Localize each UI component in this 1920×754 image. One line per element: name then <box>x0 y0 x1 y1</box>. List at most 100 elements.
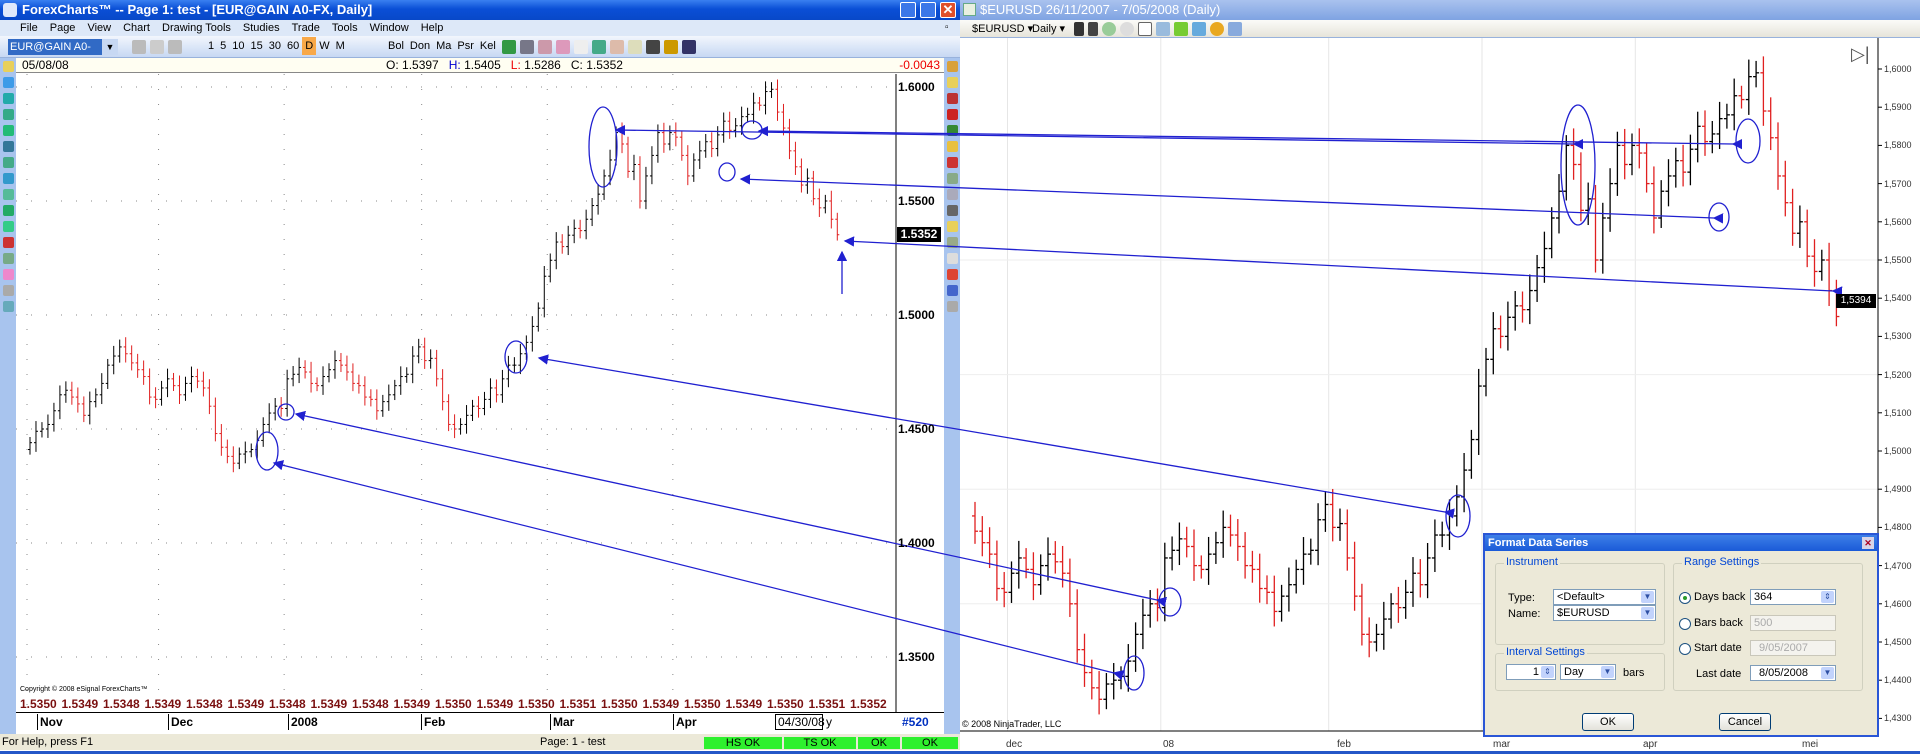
drawing-tool-icon[interactable] <box>946 189 958 200</box>
zoom-in-icon[interactable] <box>1102 22 1116 36</box>
study-ma[interactable]: Ma <box>436 40 452 52</box>
bars-back-radio[interactable] <box>1679 618 1691 630</box>
mdi-controls[interactable]: ▫ <box>945 22 949 33</box>
drawing-tool-icon[interactable] <box>2 269 14 280</box>
close-button[interactable]: ✕ <box>940 2 956 18</box>
drawing-tool-icon[interactable] <box>2 221 14 232</box>
hand-icon[interactable] <box>556 40 570 54</box>
drawing-tool-icon[interactable] <box>946 77 958 88</box>
drawing-tool-icon[interactable] <box>2 173 14 184</box>
pen-icon[interactable] <box>1088 22 1098 36</box>
drawing-tool-icon[interactable] <box>2 237 14 248</box>
interval-60[interactable]: 60 <box>287 40 300 52</box>
tile2-icon[interactable] <box>628 40 642 54</box>
symbol-dropdown-icon[interactable]: ▼ <box>102 39 118 55</box>
drawing-tool-icon[interactable] <box>2 205 14 216</box>
menu-studies[interactable]: Studies <box>242 22 280 34</box>
tile-icon[interactable] <box>610 40 624 54</box>
study-kel[interactable]: Kel <box>479 40 496 52</box>
drawing-tool-icon[interactable] <box>946 237 958 248</box>
key-icon[interactable] <box>664 40 678 54</box>
print-icon[interactable] <box>646 40 660 54</box>
interval-dropdown[interactable]: Daily ▾ <box>1032 23 1066 35</box>
study-don[interactable]: Don <box>409 40 431 52</box>
drawing-tool-icon[interactable] <box>2 109 14 120</box>
chart-icon[interactable] <box>502 40 516 54</box>
drawing-tool-icon[interactable] <box>2 189 14 200</box>
drawing-tool-icon[interactable] <box>2 253 14 264</box>
interval-unit-select[interactable]: Day ▼ <box>1560 664 1616 680</box>
menu-window[interactable]: Window <box>369 22 409 34</box>
menu-file[interactable]: File <box>20 22 38 34</box>
left-price-chart[interactable] <box>16 74 944 712</box>
quote-icon[interactable] <box>520 40 534 54</box>
page-icon[interactable] <box>574 40 588 54</box>
study-bol[interactable]: Bol <box>388 40 404 52</box>
drawing-tool-icon[interactable] <box>946 221 958 232</box>
indicator-icon[interactable] <box>1192 22 1206 36</box>
interval-value-stepper[interactable]: 1 ⇕ <box>1506 664 1556 680</box>
copy-icon[interactable] <box>592 40 606 54</box>
interval-M[interactable]: M <box>335 40 345 52</box>
drawing-tool-icon[interactable] <box>2 301 14 312</box>
days-back-radio[interactable] <box>1679 592 1691 604</box>
menu-help[interactable]: Help <box>420 22 444 34</box>
drawing-tool-icon[interactable] <box>2 125 14 136</box>
cursor-icon[interactable] <box>1138 22 1152 36</box>
bars-back-input[interactable]: 500 <box>1750 615 1836 631</box>
interval-10[interactable]: 10 <box>232 40 245 52</box>
dollar-icon[interactable] <box>1210 22 1224 36</box>
drawing-tool-icon[interactable] <box>946 61 958 72</box>
menu-page[interactable]: Page <box>49 22 76 34</box>
name-select[interactable]: $EURUSD ▼ <box>1553 605 1656 621</box>
restore-button[interactable] <box>920 2 936 18</box>
drawing-tool-icon[interactable] <box>2 77 14 88</box>
instrument-dropdown[interactable]: $EURUSD ▾ <box>972 23 1034 35</box>
trade-icon[interactable] <box>538 40 552 54</box>
interval-1[interactable]: 1 <box>208 40 215 52</box>
drawing-tool-icon[interactable] <box>946 141 958 152</box>
interval-D[interactable]: D <box>302 37 317 55</box>
menu-chart[interactable]: Chart <box>123 22 150 34</box>
drawing-tool-icon[interactable] <box>946 285 958 296</box>
bar-style-icon[interactable] <box>1074 22 1084 36</box>
menu-tools[interactable]: Tools <box>331 22 358 34</box>
spinner-icon[interactable]: ⇕ <box>1541 666 1554 678</box>
spinner-icon[interactable]: ⇕ <box>1821 591 1834 603</box>
drawing-tool-icon[interactable] <box>2 141 14 152</box>
menu-trade[interactable]: Trade <box>291 22 320 34</box>
type-select[interactable]: <Default> ▼ <box>1553 589 1656 605</box>
start-date-radio[interactable] <box>1679 643 1691 655</box>
drawing-tool-icon[interactable] <box>2 93 14 104</box>
drawing-tool-icon[interactable] <box>2 285 14 296</box>
drawing-tool-icon[interactable] <box>946 93 958 104</box>
drawing-tool-icon[interactable] <box>946 301 958 312</box>
drawing-tool-icon[interactable] <box>946 205 958 216</box>
drawing-tool-icon[interactable] <box>946 125 958 136</box>
scroll-to-end-icon[interactable]: ▷| <box>1851 44 1870 64</box>
last-date-input[interactable]: 8/05/2008 ▼ <box>1750 665 1836 681</box>
interval-15[interactable]: 15 <box>250 40 263 52</box>
drawing-tool-icon[interactable] <box>2 61 14 72</box>
properties-icon[interactable] <box>1156 22 1170 36</box>
symbol-input[interactable]: EUR@GAIN A0-FX <box>8 39 102 69</box>
data-box-icon[interactable] <box>1228 22 1242 36</box>
start-date-input[interactable]: 9/05/2007 <box>1750 640 1836 656</box>
interval-W[interactable]: W <box>319 40 330 52</box>
days-back-input[interactable]: 364 ⇕ <box>1750 589 1836 605</box>
menu-drawing-tools[interactable]: Drawing Tools <box>162 22 231 34</box>
drawing-tool-icon[interactable] <box>946 253 958 264</box>
study-psr[interactable]: Psr <box>457 40 474 52</box>
drawing-tool-icon[interactable] <box>946 109 958 120</box>
help-icon[interactable] <box>682 40 696 54</box>
strategy-icon[interactable] <box>1174 22 1188 36</box>
drawing-tool-icon[interactable] <box>946 269 958 280</box>
interval-5[interactable]: 5 <box>220 40 227 52</box>
drawing-tool-icon[interactable] <box>946 157 958 168</box>
ok-button[interactable]: OK <box>1582 713 1634 731</box>
zoom-out-icon[interactable] <box>1120 22 1134 36</box>
menu-view[interactable]: View <box>87 22 112 34</box>
cancel-button[interactable]: Cancel <box>1719 713 1771 731</box>
interval-30[interactable]: 30 <box>268 40 281 52</box>
dialog-close-button[interactable]: ✕ <box>1862 537 1874 549</box>
